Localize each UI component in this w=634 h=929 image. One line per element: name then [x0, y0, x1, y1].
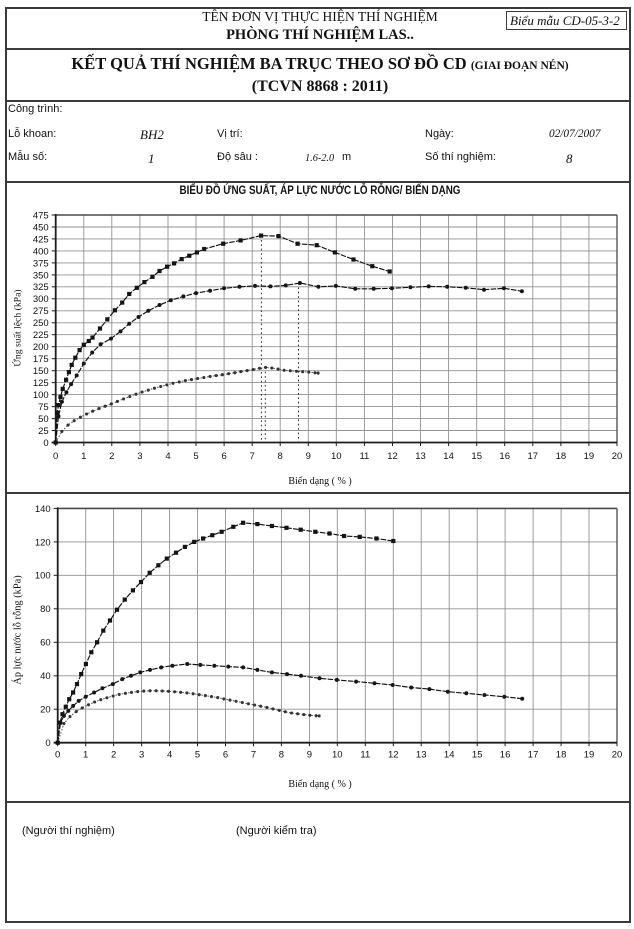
- svg-text:4: 4: [165, 451, 170, 462]
- svg-text:12: 12: [387, 451, 398, 462]
- svg-text:450: 450: [33, 222, 49, 233]
- svg-text:200: 200: [33, 342, 49, 353]
- svg-text:3: 3: [139, 750, 144, 761]
- svg-text:20: 20: [612, 750, 623, 761]
- svg-text:1: 1: [83, 750, 88, 761]
- svg-text:50: 50: [38, 414, 49, 425]
- svg-text:120: 120: [35, 537, 51, 548]
- svg-text:175: 175: [33, 354, 49, 365]
- svg-text:0: 0: [45, 738, 50, 749]
- svg-text:11: 11: [359, 451, 369, 462]
- svg-text:7: 7: [251, 750, 256, 761]
- svg-text:7: 7: [250, 451, 255, 462]
- svg-text:15: 15: [472, 750, 483, 761]
- svg-text:19: 19: [584, 451, 595, 462]
- svg-text:250: 250: [33, 318, 49, 329]
- svg-text:80: 80: [40, 604, 51, 615]
- svg-text:Ứng suất lệch (kPa): Ứng suất lệch (kPa): [12, 289, 24, 366]
- svg-text:8: 8: [278, 451, 283, 462]
- svg-text:10: 10: [332, 750, 343, 761]
- svg-text:125: 125: [33, 378, 49, 389]
- svg-text:400: 400: [33, 246, 49, 257]
- svg-text:325: 325: [33, 282, 49, 293]
- svg-text:5: 5: [195, 750, 200, 761]
- svg-text:350: 350: [33, 270, 49, 281]
- svg-text:300: 300: [33, 294, 49, 305]
- svg-text:40: 40: [40, 671, 51, 682]
- svg-text:15: 15: [471, 451, 482, 462]
- svg-text:3: 3: [137, 451, 142, 462]
- svg-text:140: 140: [35, 504, 51, 515]
- svg-text:6: 6: [223, 750, 228, 761]
- svg-text:2: 2: [111, 750, 116, 761]
- svg-text:425: 425: [33, 234, 49, 245]
- svg-text:60: 60: [40, 638, 51, 649]
- svg-text:225: 225: [33, 330, 49, 341]
- svg-text:150: 150: [33, 366, 49, 377]
- svg-text:25: 25: [38, 426, 49, 437]
- svg-text:16: 16: [499, 451, 510, 462]
- svg-text:100: 100: [33, 390, 49, 401]
- svg-text:75: 75: [38, 402, 49, 413]
- svg-text:9: 9: [306, 451, 311, 462]
- svg-text:375: 375: [33, 258, 49, 269]
- svg-text:8: 8: [279, 750, 284, 761]
- svg-text:100: 100: [35, 571, 51, 582]
- svg-text:18: 18: [556, 451, 567, 462]
- svg-text:2: 2: [109, 451, 114, 462]
- svg-text:14: 14: [443, 451, 454, 462]
- svg-text:10: 10: [331, 451, 342, 462]
- svg-text:Biến dạng ( % ): Biến dạng ( % ): [288, 476, 351, 487]
- svg-text:0: 0: [43, 438, 48, 449]
- svg-text:4: 4: [167, 750, 172, 761]
- svg-text:5: 5: [193, 451, 198, 462]
- svg-text:12: 12: [388, 750, 399, 761]
- svg-text:0: 0: [53, 451, 58, 462]
- svg-text:Biến dạng ( % ): Biến dạng ( % ): [288, 779, 351, 790]
- svg-text:275: 275: [33, 306, 49, 317]
- svg-text:6: 6: [221, 451, 226, 462]
- svg-text:Áp lực nước lỗ rỗng (kPa): Áp lực nước lỗ rỗng (kPa): [12, 575, 24, 684]
- svg-text:16: 16: [500, 750, 511, 761]
- svg-text:11: 11: [360, 750, 370, 761]
- svg-text:0: 0: [55, 750, 60, 761]
- svg-text:17: 17: [528, 750, 539, 761]
- svg-text:19: 19: [584, 750, 595, 761]
- svg-text:20: 20: [612, 451, 623, 462]
- svg-text:18: 18: [556, 750, 567, 761]
- svg-text:475: 475: [33, 210, 49, 221]
- svg-text:17: 17: [528, 451, 539, 462]
- svg-text:1: 1: [81, 451, 86, 462]
- svg-text:9: 9: [307, 750, 312, 761]
- svg-text:13: 13: [416, 750, 427, 761]
- svg-text:13: 13: [415, 451, 426, 462]
- svg-text:20: 20: [40, 705, 51, 716]
- svg-text:14: 14: [444, 750, 455, 761]
